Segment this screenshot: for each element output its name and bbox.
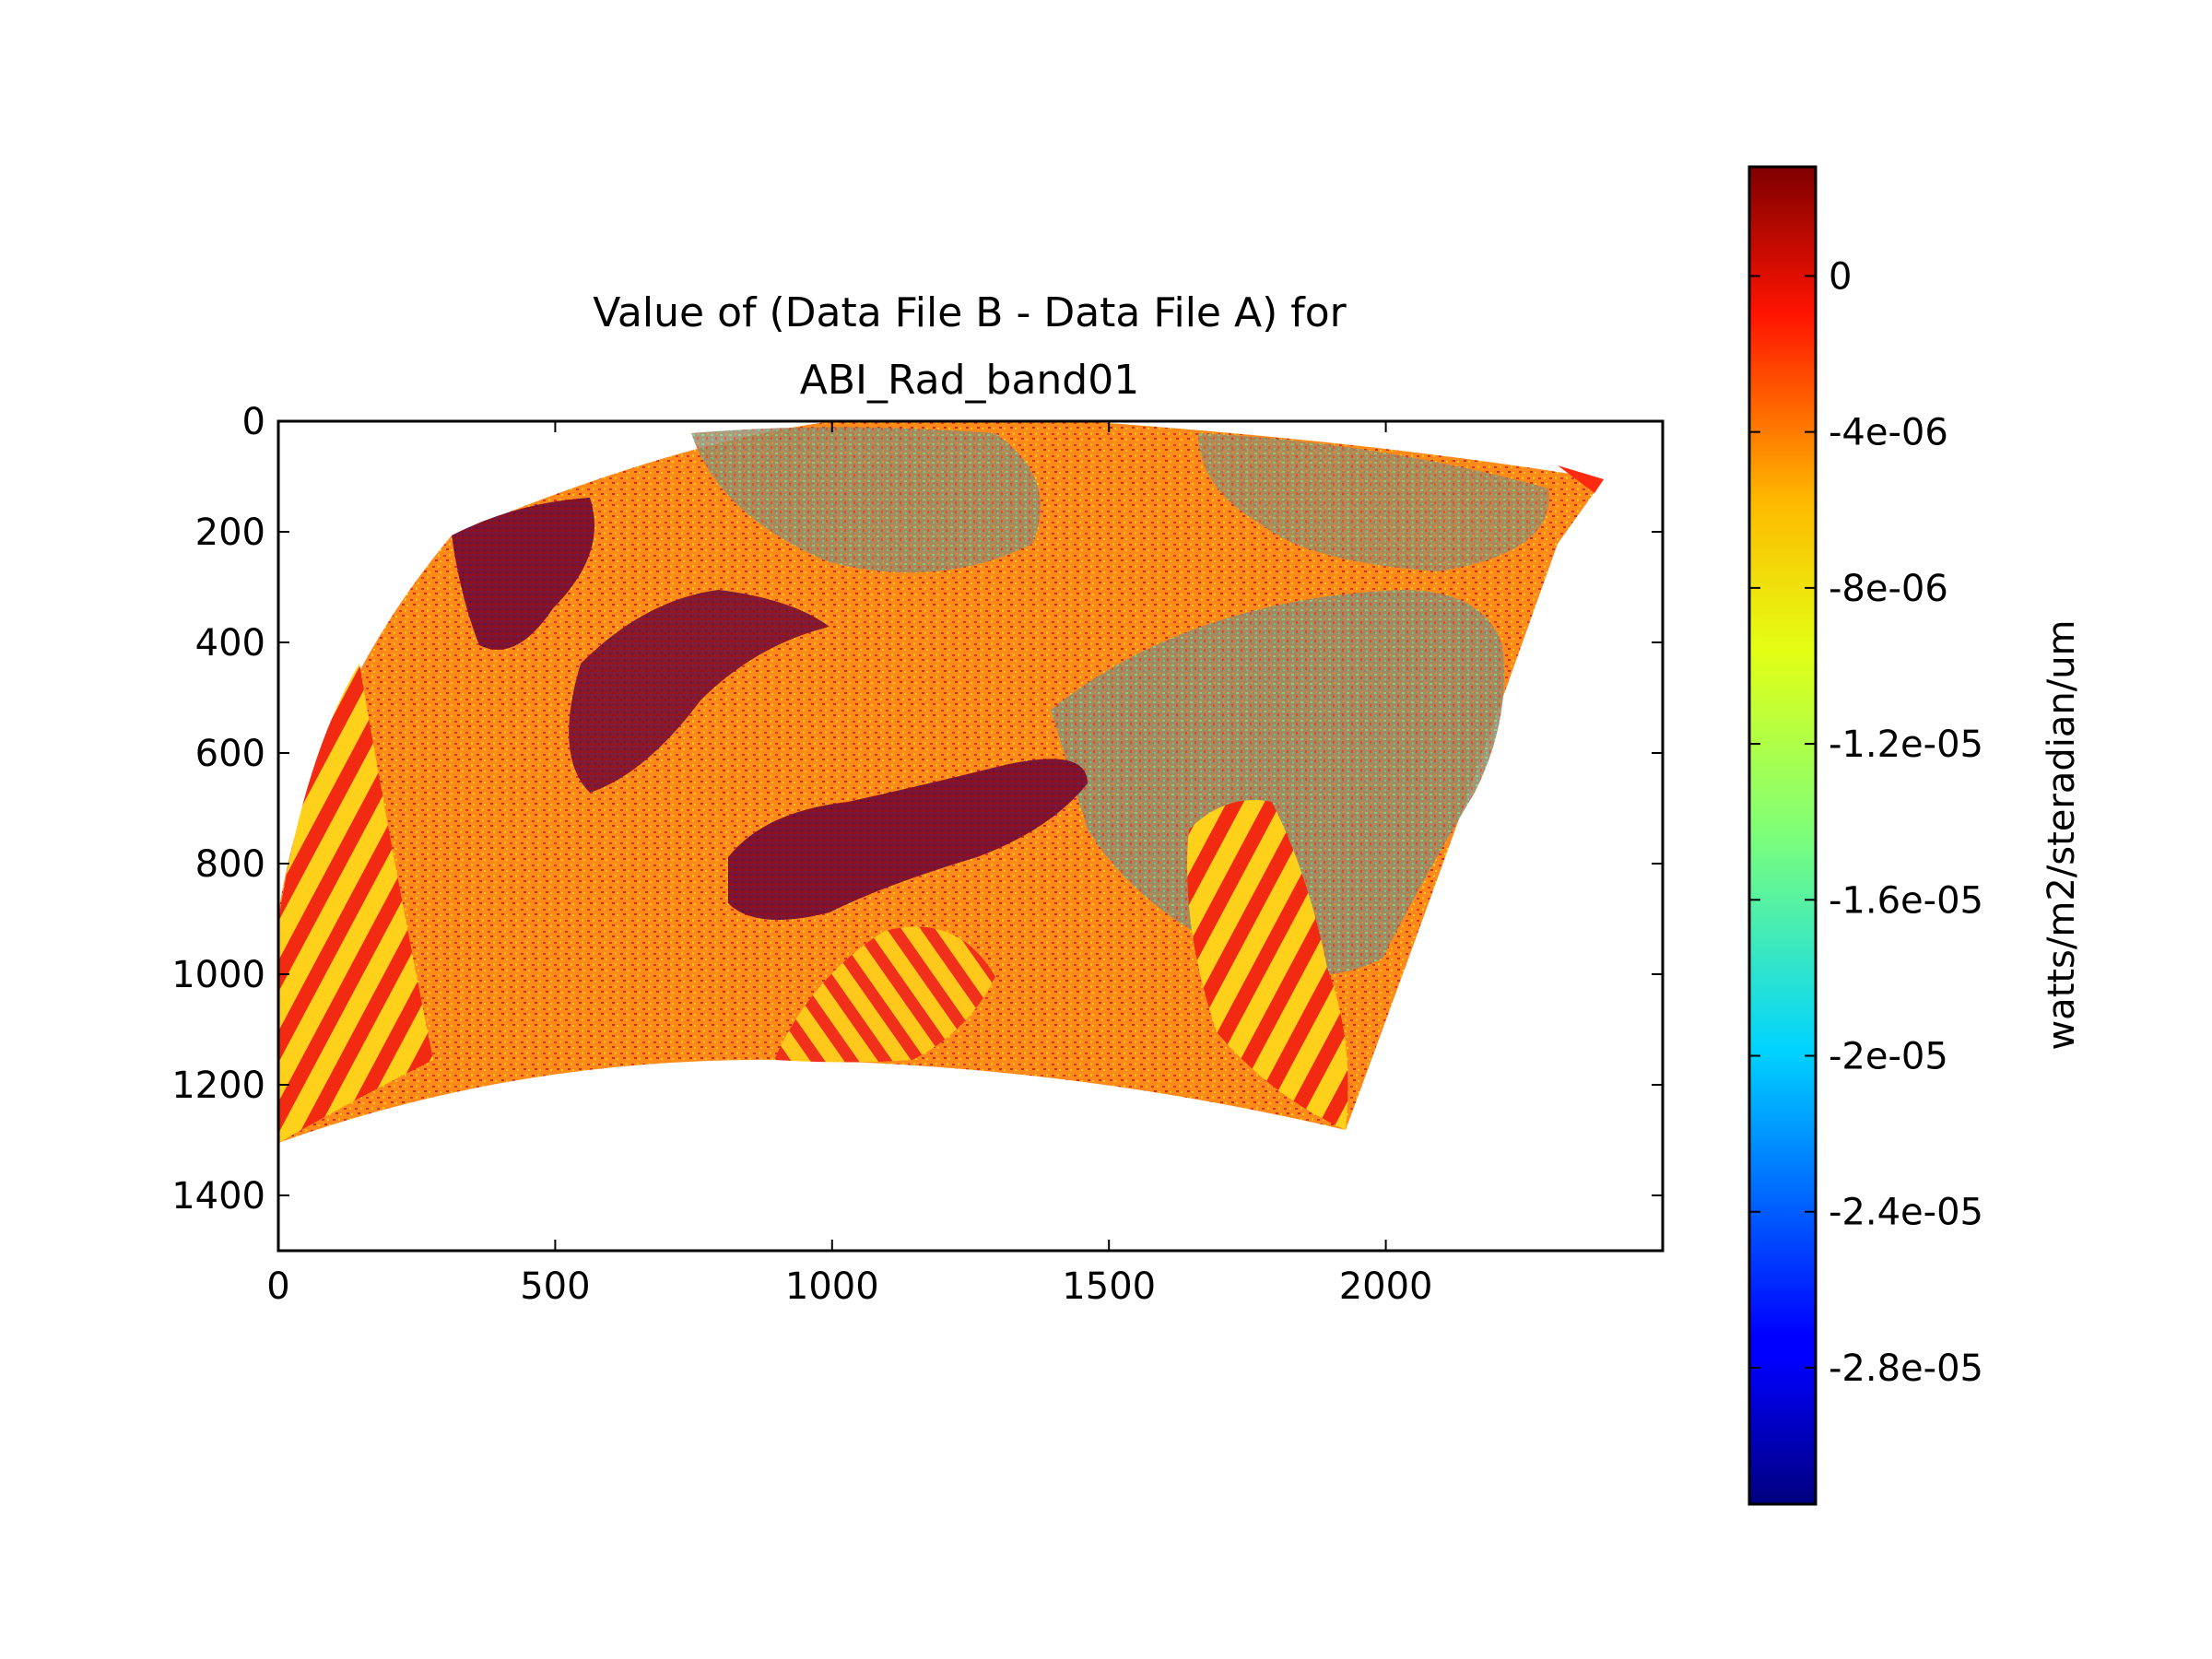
y-axis: 0 200 400 600 800 1000 1200 1400: [171, 401, 1663, 1218]
dark-patch-central: [728, 759, 1088, 920]
x-axis: 0 500 1000 1500 2000: [266, 421, 1432, 1308]
colorbar: [1747, 165, 1818, 1506]
colorbar-axis: 0 -4e-06 -8e-06 -1.2e-05 -1.6e-05 -2e-05 -2.4e…: [1749, 255, 1983, 1390]
colorbar-tick-label: -8e-06: [1829, 568, 1948, 610]
x-tick-label: 0: [266, 1265, 289, 1308]
colorbar-label: watts/m2/steradian/um: [2041, 619, 2083, 1050]
x-tick-label: 2000: [1339, 1265, 1433, 1308]
y-tick-label: 200: [195, 512, 265, 554]
colorbar-tick-label: 0: [1829, 255, 1852, 298]
y-tick-label: 800: [195, 843, 265, 886]
striped-region-southeast: [1187, 800, 1348, 1130]
chart-title-line-1: Value of (Data File B - Data File A) for: [593, 289, 1347, 336]
y-tick-label: 1000: [171, 954, 265, 996]
colorbar-tick-label: -2.4e-05: [1829, 1192, 1983, 1234]
colorbar-tick-label: -1.2e-05: [1829, 724, 1983, 766]
colorbar-tick-label: -1.6e-05: [1829, 879, 1983, 922]
y-tick-label: 0: [242, 401, 265, 443]
heatmap-image: [278, 421, 1604, 1143]
red-corner-wedge: [1558, 465, 1604, 493]
x-tick-label: 1000: [785, 1265, 879, 1308]
x-tick-label: 500: [520, 1265, 590, 1308]
y-tick-label: 600: [195, 733, 265, 775]
y-tick-label: 1200: [171, 1065, 265, 1107]
speckle-region-north: [691, 427, 1041, 573]
colorbar-tick-label: -2e-05: [1829, 1036, 1948, 1078]
y-tick-label: 1400: [171, 1175, 265, 1218]
speckle-region-east: [1051, 590, 1504, 975]
chart-title-line-2: ABI_Rad_band01: [800, 357, 1139, 404]
striped-region-south: [774, 926, 995, 1063]
dark-patch-north: [569, 590, 830, 793]
plot-frame: [276, 419, 1665, 1253]
colorbar-tick-label: -4e-06: [1829, 412, 1948, 454]
x-tick-label: 1500: [1062, 1265, 1156, 1308]
y-tick-label: 400: [195, 622, 265, 665]
dark-patch-northwest: [452, 498, 594, 650]
striped-region-west: [278, 664, 433, 1143]
colorbar-tick-label: -2.8e-05: [1829, 1347, 1983, 1390]
speckle-region-northeast: [1198, 433, 1549, 571]
